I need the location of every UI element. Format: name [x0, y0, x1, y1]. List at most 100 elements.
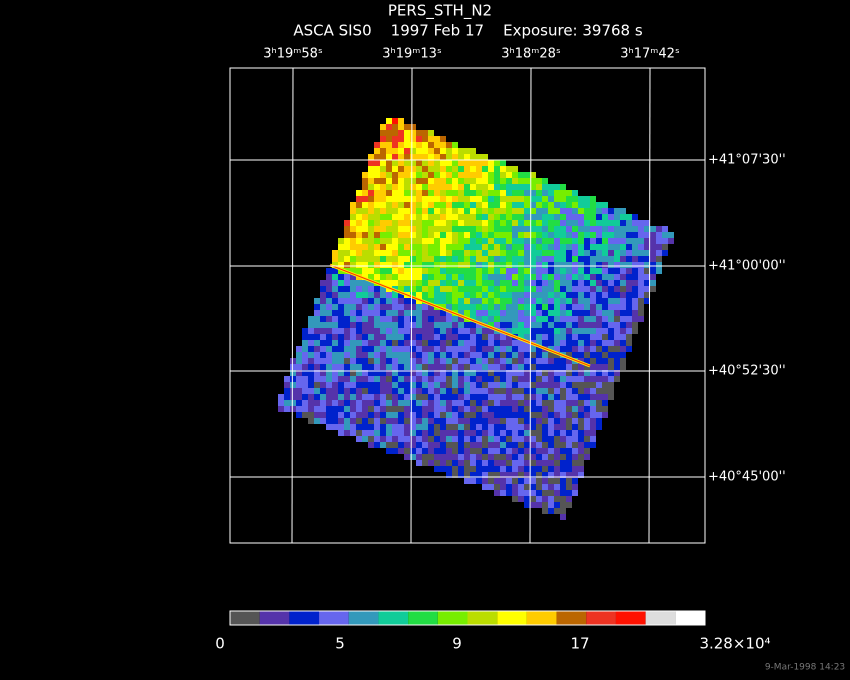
- pixel: [464, 418, 470, 424]
- pixel: [506, 166, 512, 172]
- pixel: [380, 262, 386, 268]
- pixel: [320, 382, 326, 388]
- pixel: [440, 142, 446, 148]
- pixel: [338, 250, 344, 256]
- pixel: [470, 148, 476, 154]
- pixel: [470, 424, 476, 430]
- pixel: [554, 304, 560, 310]
- pixel: [602, 244, 608, 250]
- pixel: [470, 430, 476, 436]
- pixel: [530, 262, 536, 268]
- pixel: [386, 334, 392, 340]
- pixel: [506, 388, 512, 394]
- pixel: [440, 328, 446, 334]
- pixel: [380, 436, 386, 442]
- pixel: [476, 442, 482, 448]
- dec-label: +40°52'30'': [708, 364, 786, 379]
- pixel: [488, 262, 494, 268]
- pixel: [548, 442, 554, 448]
- pixel: [428, 292, 434, 298]
- pixel: [440, 340, 446, 346]
- pixel: [452, 268, 458, 274]
- pixel: [548, 394, 554, 400]
- pixel: [566, 322, 572, 328]
- pixel: [536, 220, 542, 226]
- pixel: [614, 358, 620, 364]
- pixel: [566, 364, 572, 370]
- pixel: [428, 382, 434, 388]
- pixel: [524, 490, 530, 496]
- pixel: [512, 394, 518, 400]
- pixel: [446, 316, 452, 322]
- pixel: [362, 328, 368, 334]
- pixel: [338, 412, 344, 418]
- pixel: [566, 370, 572, 376]
- pixel: [350, 292, 356, 298]
- pixel: [548, 334, 554, 340]
- pixel: [464, 436, 470, 442]
- pixel: [326, 340, 332, 346]
- pixel: [398, 340, 404, 346]
- pixel: [548, 424, 554, 430]
- pixel: [482, 382, 488, 388]
- pixel: [470, 232, 476, 238]
- pixel: [554, 448, 560, 454]
- pixel: [482, 412, 488, 418]
- pixel: [578, 334, 584, 340]
- pixel: [518, 436, 524, 442]
- pixel: [494, 208, 500, 214]
- pixel: [500, 442, 506, 448]
- pixel: [356, 352, 362, 358]
- pixel: [512, 478, 518, 484]
- pixel: [542, 184, 548, 190]
- pixel: [482, 286, 488, 292]
- pixel: [350, 328, 356, 334]
- pixel: [368, 244, 374, 250]
- pixel: [524, 346, 530, 352]
- pixel: [350, 334, 356, 340]
- pixel: [626, 244, 632, 250]
- pixel: [464, 268, 470, 274]
- pixel: [476, 436, 482, 442]
- pixel: [518, 364, 524, 370]
- pixel: [542, 382, 548, 388]
- pixel: [548, 412, 554, 418]
- pixel: [482, 226, 488, 232]
- pixel: [464, 364, 470, 370]
- pixel: [662, 238, 668, 244]
- pixel: [392, 400, 398, 406]
- pixel: [398, 124, 404, 130]
- pixel: [596, 322, 602, 328]
- pixel: [560, 214, 566, 220]
- pixel: [524, 502, 530, 508]
- pixel: [332, 286, 338, 292]
- colorbar-label: 17: [570, 635, 589, 653]
- pixel: [620, 280, 626, 286]
- pixel: [494, 220, 500, 226]
- pixel: [494, 448, 500, 454]
- pixel: [560, 448, 566, 454]
- pixel: [326, 316, 332, 322]
- pixel: [296, 400, 302, 406]
- pixel: [350, 220, 356, 226]
- pixel: [362, 316, 368, 322]
- pixel: [584, 310, 590, 316]
- pixel: [578, 232, 584, 238]
- pixel: [386, 274, 392, 280]
- pixel: [362, 358, 368, 364]
- pixel: [506, 286, 512, 292]
- pixel: [542, 460, 548, 466]
- pixel: [476, 238, 482, 244]
- pixel: [374, 376, 380, 382]
- pixel: [428, 208, 434, 214]
- pixel: [566, 454, 572, 460]
- pixel: [590, 328, 596, 334]
- pixel: [320, 304, 326, 310]
- pixel: [608, 286, 614, 292]
- pixel: [386, 292, 392, 298]
- pixel: [398, 424, 404, 430]
- pixel: [602, 382, 608, 388]
- pixel: [392, 232, 398, 238]
- pixel: [542, 352, 548, 358]
- pixel: [374, 256, 380, 262]
